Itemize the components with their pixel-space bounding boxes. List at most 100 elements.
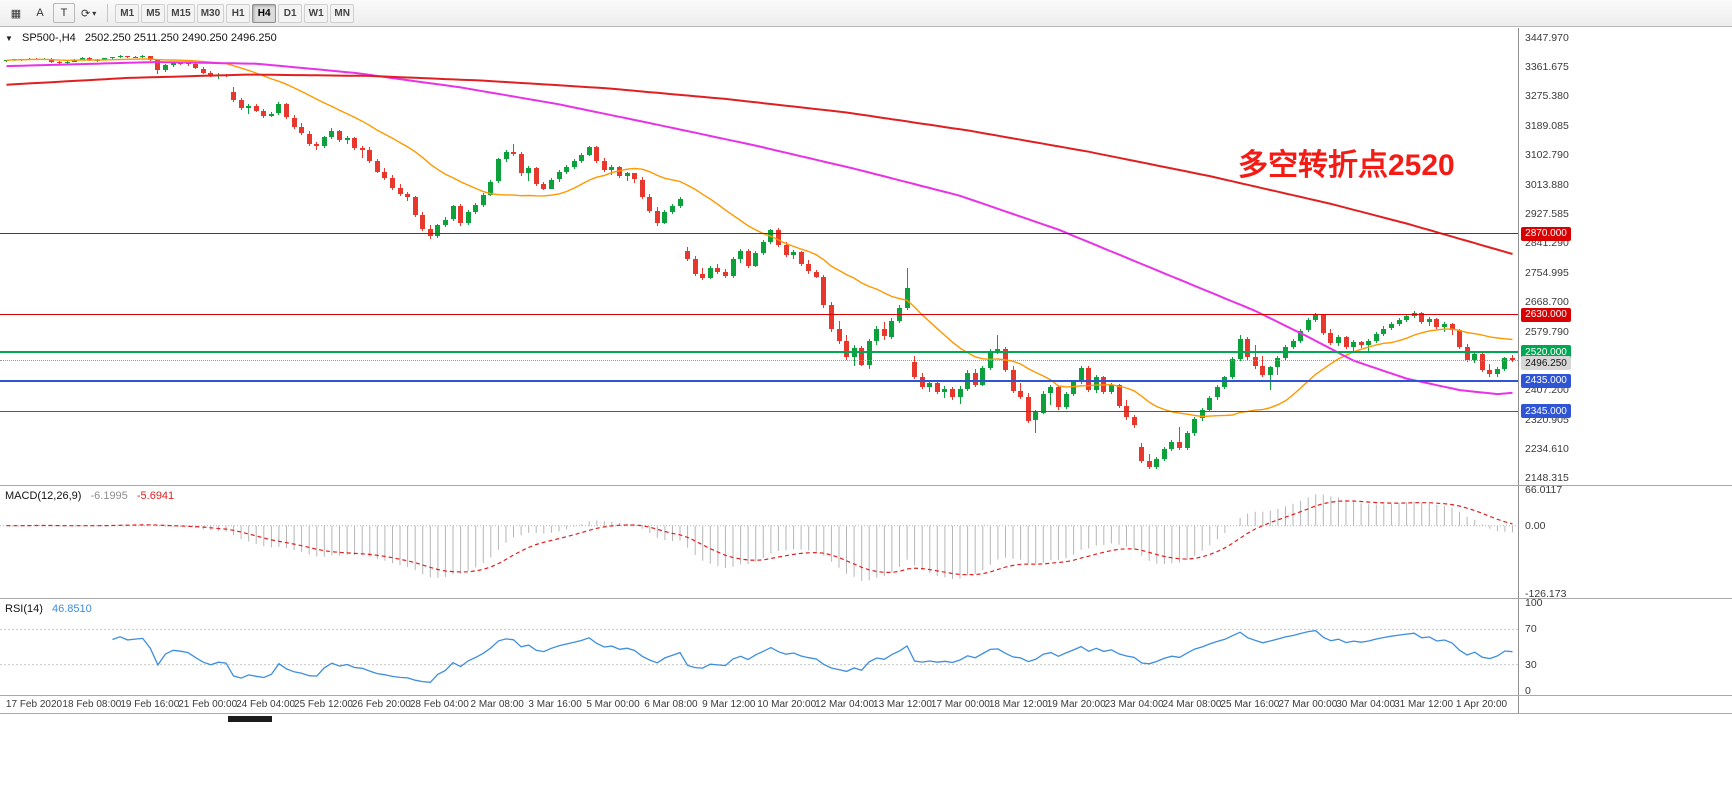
candle-wick — [1179, 426, 1180, 451]
candle-body — [1078, 367, 1084, 382]
rsi-value: 46.8510 — [51, 603, 92, 615]
price-scale-column[interactable]: 3447.970 3361.675 3275.380 3189.085 3102.790… — [1518, 28, 1732, 713]
candle-body — [4, 60, 9, 62]
candle-body — [102, 58, 108, 60]
rsi-pane[interactable]: RSI(14) 46.8510 — [0, 599, 1518, 695]
candle-body — [397, 187, 403, 194]
candle-body — [57, 61, 62, 64]
macd-pane[interactable]: MACD(12,26,9) -6.1995 -5.6941 — [0, 486, 1518, 598]
candle-body — [185, 63, 191, 65]
candle-body — [465, 212, 471, 224]
candle-body — [1199, 409, 1205, 419]
candle-body — [844, 341, 849, 357]
price-scale-label: 3189.085 — [1525, 119, 1569, 132]
candle-body — [390, 178, 395, 188]
candle-body — [1457, 330, 1462, 347]
candle-body — [995, 349, 1001, 352]
candle-body — [1116, 385, 1122, 406]
rsi-title: RSI(14) — [5, 603, 43, 615]
candle-body — [442, 219, 448, 226]
price-scale-label: 2927.585 — [1525, 208, 1569, 221]
candle-body — [1184, 433, 1190, 448]
chevron-down-icon: ▾ — [92, 8, 97, 18]
time-axis-label: 24 Feb 04:00 — [236, 699, 296, 710]
timeframe-button-m5[interactable]: M5 — [141, 4, 166, 23]
timeframe-button-m1[interactable]: M1 — [115, 4, 140, 23]
candle-body — [435, 225, 441, 237]
candle-body — [927, 382, 933, 388]
rsi-scale-label: 100 — [1525, 597, 1543, 609]
h-scrollbar-thumb[interactable] — [228, 716, 272, 722]
pane-separator — [0, 598, 1732, 599]
fast-ma-line — [6, 58, 1513, 418]
annotation-text[interactable]: 多空转折点2520 — [1238, 149, 1455, 182]
pane-separator — [0, 485, 1732, 486]
candle-body — [208, 72, 214, 76]
timeframe-button-d1[interactable]: D1 — [278, 4, 303, 23]
candle-body — [866, 341, 872, 366]
candle-body — [412, 197, 418, 215]
candle-body — [813, 271, 819, 278]
candle-body — [1510, 358, 1515, 361]
candle-body — [1146, 461, 1152, 468]
time-axis-label: 18 Feb 08:00 — [62, 699, 122, 710]
refresh-button[interactable]: ⟳ ▾ — [77, 3, 100, 23]
candle-body — [722, 271, 728, 276]
candle-body — [1419, 312, 1425, 322]
time-axis-label: 25 Mar 16:00 — [1220, 699, 1280, 710]
candle-body — [231, 91, 236, 100]
candle-body — [874, 329, 880, 342]
candle-wick — [626, 172, 628, 181]
price-level-line-2870.000[interactable] — [0, 233, 1518, 235]
rsi-svg — [0, 628, 1518, 683]
candle-body — [1479, 354, 1485, 370]
timeframe-button-m30[interactable]: M30 — [196, 4, 225, 23]
candle-body — [109, 57, 115, 59]
candle-body — [881, 329, 887, 337]
timeframe-bar: M1 M5 M15 M30 H1 H4 D1 W1 MN — [114, 3, 355, 23]
candle-body — [1169, 441, 1175, 449]
slow-ma-line — [6, 73, 1513, 255]
mid-ma-line — [6, 60, 1513, 396]
candle-body — [1086, 367, 1092, 390]
timeframe-button-h4[interactable]: H4 — [252, 4, 277, 23]
candle-body — [246, 106, 252, 109]
price-level-line-2345.000[interactable] — [0, 410, 1518, 412]
candle-body — [427, 228, 433, 237]
candle-body — [707, 267, 713, 278]
candle-body — [556, 172, 562, 180]
refresh-icon: ⟳ — [81, 7, 91, 20]
candle-body — [1358, 342, 1364, 345]
candle-body — [624, 173, 630, 177]
font-tool-button[interactable]: A — [29, 3, 51, 23]
candle-body — [1335, 337, 1341, 344]
rsi-scale-label: 0 — [1525, 685, 1531, 697]
price-scale-label: 3361.675 — [1525, 61, 1569, 74]
timeframe-button-mn[interactable]: MN — [330, 4, 355, 23]
candle-wick — [1050, 385, 1052, 405]
candle-body — [1214, 386, 1220, 398]
timeframe-button-w1[interactable]: W1 — [304, 4, 329, 23]
candle-body — [87, 58, 93, 61]
text-tool-button[interactable]: T — [53, 3, 75, 23]
candle-body — [662, 212, 668, 223]
candle-body — [730, 258, 736, 276]
price-chart-pane[interactable]: ▼ SP500-,H4 2502.250 2511.250 2490.250 2… — [0, 28, 1518, 485]
candle-body — [1494, 369, 1500, 375]
price-scale-label: 3102.790 — [1525, 148, 1569, 161]
candle-body — [503, 151, 509, 160]
candle-wick — [1262, 355, 1264, 377]
candle-body — [1192, 418, 1198, 434]
candle-body — [950, 388, 955, 398]
toolbar: ▦ A T ⟳ ▾ M1 M5 M15 M30 H1 H4 D1 W1 MN — [0, 0, 1732, 27]
timeframe-button-h1[interactable]: H1 — [226, 4, 251, 23]
candle-body — [125, 55, 131, 57]
price-level-line-2630.000[interactable] — [0, 314, 1518, 316]
timeframe-button-m15[interactable]: M15 — [167, 4, 195, 23]
price-level-line-2435.000[interactable] — [0, 379, 1518, 382]
price-level-line-2520.000[interactable] — [0, 351, 1518, 354]
time-axis[interactable]: 17 Feb 2020 18 Feb 08:00 19 Feb 16:00 21 Fe… — [0, 697, 1518, 713]
windows-grid-icon[interactable]: ▦ — [5, 3, 27, 23]
candle-body — [329, 131, 335, 138]
price-scale-label: 3275.380 — [1525, 90, 1569, 103]
